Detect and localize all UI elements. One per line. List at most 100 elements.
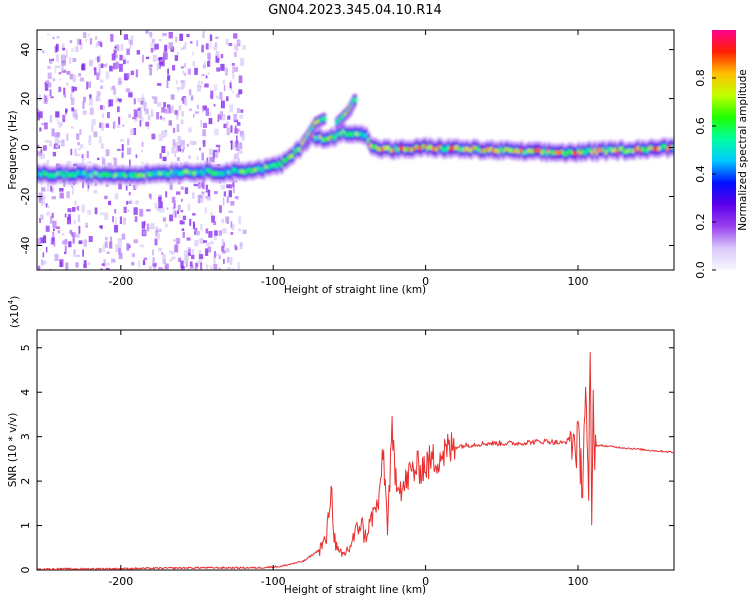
spectrogram-ridge-cell (156, 170, 160, 175)
spectrogram-ridge-cell (225, 169, 229, 174)
spectrogram-noise-cell (183, 72, 187, 76)
spectrogram-ridge-cell (408, 147, 412, 152)
spectrogram-noise-cell (160, 207, 165, 213)
spectrogram-noise-cell (121, 152, 124, 158)
spectrogram-ridge-cell (314, 135, 318, 141)
spectrogram-noise-cell (178, 105, 182, 111)
spectrogram-noise-cell (173, 200, 176, 206)
spectrogram-noise-cell (105, 63, 108, 66)
spectrogram-noise-cell (192, 141, 197, 146)
spectrogram-noise-cell (234, 180, 238, 183)
spectrogram-ridge-cell (367, 137, 371, 143)
spectrogram-noise-cell (209, 41, 212, 49)
spectrogram-noise-cell (197, 198, 201, 204)
spectrogram-noise-cell (48, 140, 52, 147)
spectrogram-ridge-cell (101, 172, 105, 177)
spectrogram-noise-cell (229, 80, 232, 84)
spectrogram-noise-cell (58, 71, 62, 75)
spectrogram-noise-cell (82, 101, 85, 109)
spectrogram-noise-cell (51, 237, 55, 245)
spectrogram-noise-cell (236, 135, 238, 141)
spectrogram-noise-cell (44, 122, 48, 130)
spectrogram-noise-cell (195, 231, 200, 236)
spectrogram-noise-cell (207, 246, 212, 253)
snr-x-ticks: -200 -100 0 100 (108, 330, 588, 588)
spectrogram-ridge-cell (161, 171, 165, 176)
spectrogram-ridge-cell (524, 149, 528, 155)
snr-y-scale-text: (x10 (9, 304, 21, 328)
spectrogram-noise-cell (50, 185, 53, 192)
spectrogram-noise-cell (202, 64, 206, 69)
spectrogram-noise-cell (77, 142, 80, 146)
spectrogram-ridge-cell (129, 172, 133, 178)
spectrogram-ridge-cell (227, 170, 231, 175)
spectrogram-ridge-cell (78, 170, 83, 176)
spectrogram-noise-cell (84, 222, 88, 226)
spectrogram-ridge-cell (136, 173, 140, 179)
spectrogram-noise-cell (227, 115, 231, 120)
spectrogram-noise-cell (49, 115, 53, 123)
spectrogram-noise-cell (37, 265, 41, 270)
spectrogram-noise-cell (176, 148, 178, 153)
spectrogram-noise-cell (232, 72, 235, 80)
spectrogram-noise-cell (131, 262, 135, 266)
spectrogram-noise-cell (158, 247, 162, 252)
spectrogram-ridge-cell (282, 158, 286, 164)
spectrogram-noise-cell (118, 77, 122, 86)
spectrogram-noise-cell (183, 250, 188, 258)
spectrogram-noise-cell (197, 80, 201, 89)
spectrogram-noise-cell (88, 236, 93, 242)
spectrogram-noise-cell (129, 244, 131, 249)
spectrogram-noise-cell (174, 210, 177, 218)
spectrogram-noise-cell (176, 124, 180, 132)
spectrogram-ridge-cell (392, 148, 396, 154)
spectrogram-ridge-cell (540, 150, 544, 156)
spectrogram-noise-cell (116, 125, 121, 128)
spectrogram-noise-cell (165, 108, 169, 114)
spectrogram-noise-cell (205, 107, 209, 116)
spectrogram-noise-cell (69, 57, 72, 64)
spectrogram-noise-cell (160, 59, 165, 67)
spectrogram-noise-cell (108, 99, 114, 107)
spectrogram-ridge-cell (353, 131, 357, 136)
spectrogram-noise-cell (150, 48, 154, 53)
spectrogram-noise-cell (83, 239, 87, 247)
spectrogram-ridge-cell (376, 145, 380, 151)
spectrogram-noise-cell (88, 98, 93, 106)
spectrogram-ridge-cell (190, 170, 195, 175)
spectrogram-noise-cell (61, 69, 66, 73)
spectrogram-ridge-cell (110, 172, 115, 178)
spectrogram-noise-cell (43, 94, 46, 102)
spectrogram-noise-cell (163, 102, 166, 108)
spectrogram-noise-cell (146, 56, 150, 60)
spectrogram-noise-cell (237, 40, 241, 44)
spectrogram-noise-cell (221, 218, 224, 224)
spectrogram-noise-cell (207, 72, 210, 75)
spectrogram-noise-cell (80, 43, 83, 50)
spectrogram-ridge-cell (433, 146, 437, 152)
spectrogram-ridge-cell (133, 172, 137, 177)
spectrogram-noise-cell (238, 89, 243, 95)
snr-y-tick-label: 4 (19, 389, 32, 396)
spectrogram-noise-cell (72, 187, 74, 195)
spectrogram-noise-cell (168, 106, 171, 114)
spectrogram-noise-cell (87, 187, 90, 192)
spectrogram-noise-cell (47, 82, 52, 88)
spectrogram-noise-cell (164, 223, 168, 228)
spectrogram-noise-cell (51, 196, 56, 200)
spectrogram-noise-cell (233, 33, 238, 39)
spectrogram-ridge-cell (259, 167, 263, 172)
spectrogram-noise-cell (230, 201, 235, 206)
spectrogram-ridge-cell (220, 171, 224, 177)
spectrogram-noise-cell (76, 133, 80, 140)
spectrogram-ridge-cell (549, 150, 553, 156)
spectrogram-ridge-cell (170, 169, 174, 174)
spectrogram-ridge-cell (440, 145, 444, 151)
spectrogram-noise-cell (148, 193, 152, 198)
spectrogram-noise-cell (55, 65, 61, 69)
spectrogram-noise-cell (222, 250, 226, 254)
spectrogram-noise-cell (164, 44, 168, 52)
spectrogram-noise-cell (82, 110, 87, 115)
spectrogram-noise-cell (201, 81, 203, 85)
